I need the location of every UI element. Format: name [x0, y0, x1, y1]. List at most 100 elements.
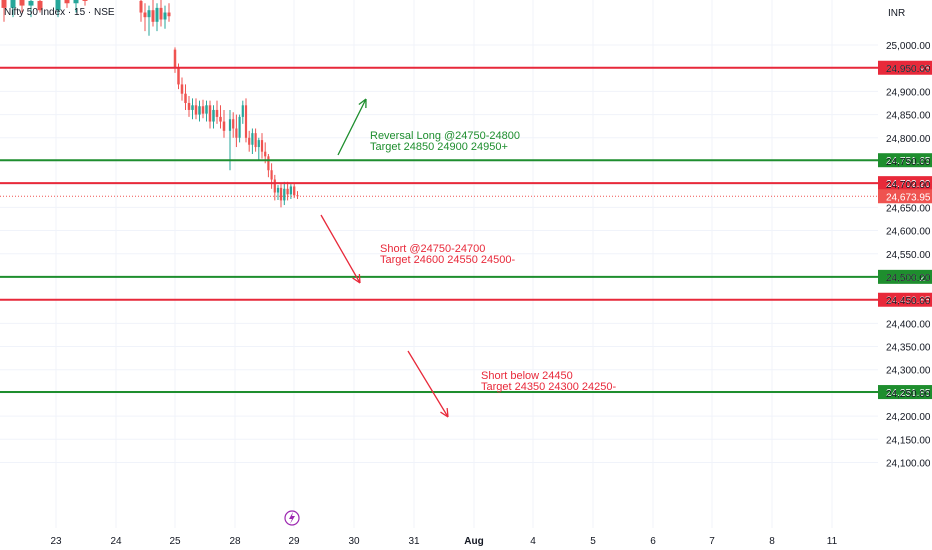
price-tick-label: 24,600.00 — [886, 227, 931, 238]
candle-body — [163, 12, 167, 20]
candle-body — [177, 68, 180, 85]
candle-body — [235, 128, 238, 138]
candle-body — [147, 10, 151, 18]
arrow-head — [358, 273, 361, 284]
annotation-line-1: Reversal Long @24750-24800 — [370, 130, 520, 142]
level-price-label: 24,751.65 — [886, 156, 931, 167]
candle-body — [64, 0, 70, 4]
time-tick-label: Aug — [464, 536, 483, 547]
price-tick-label: 24,500.00 — [886, 273, 931, 284]
candle-body — [55, 0, 61, 11]
price-axis[interactable]: 25,000.00 24,950.00 24,900.00 24,850.00 24,8… — [886, 41, 931, 470]
candle-body — [180, 84, 184, 94]
price-tick-label: 24,150.00 — [886, 435, 931, 446]
level-price-label: 24,950.95 — [886, 64, 931, 75]
price-tick-label: 24,550.00 — [886, 250, 931, 261]
level-price-tag — [878, 176, 932, 191]
candle-body — [82, 0, 88, 1]
candles-layer — [1, 0, 299, 208]
level-price-label: 24,251.85 — [886, 388, 931, 399]
level-price-tag — [878, 385, 932, 400]
candle-body — [167, 12, 171, 17]
candle-body — [286, 188, 289, 195]
candle-body — [219, 116, 222, 122]
level-price-tag — [878, 292, 932, 307]
candle-body — [151, 10, 155, 22]
time-axis[interactable]: 23 24 25 28 29 30 31 Aug 4 5 6 7 8 11 — [50, 536, 837, 547]
level-price-tag — [878, 269, 932, 284]
chart-title: Nifty 50 Index · 15 · NSE — [4, 7, 115, 18]
time-tick-label: 7 — [709, 536, 715, 547]
time-tick-label: 4 — [530, 536, 536, 547]
candle-body — [139, 0, 143, 13]
candle-body — [1, 0, 7, 8]
candle-body — [260, 140, 264, 152]
candle-body — [191, 105, 194, 110]
time-tick-label: 23 — [50, 536, 62, 547]
candle-body — [28, 0, 34, 6]
price-tick-label: 24,200.00 — [886, 412, 931, 423]
candle-body — [264, 151, 267, 157]
candle-body — [251, 133, 254, 145]
annotation-line-2: Target 24600 24550 24500- — [380, 254, 516, 266]
time-tick-label: 31 — [408, 536, 420, 547]
candle-body — [244, 105, 248, 138]
candle-body — [187, 102, 191, 110]
level-price-label: 24,450.85 — [886, 296, 931, 307]
candle-body — [228, 119, 232, 131]
candle-body — [238, 116, 241, 138]
candle-body — [241, 105, 244, 117]
price-tick-label: 24,350.00 — [886, 343, 931, 354]
candle-body — [248, 137, 251, 145]
time-tick-label: 25 — [169, 536, 181, 547]
candle-body — [212, 109, 215, 122]
candle-body — [222, 121, 226, 131]
candle-body — [19, 0, 25, 6]
time-tick-label: 28 — [229, 536, 241, 547]
candle-body — [173, 49, 177, 69]
last-price-label: 24,673.95 — [886, 192, 931, 203]
candle-body — [201, 106, 205, 114]
price-tick-label: 24,450.00 — [886, 296, 931, 307]
candle-body — [215, 109, 219, 117]
candle-body — [198, 106, 201, 115]
candle-body — [194, 105, 198, 115]
candle-body — [73, 0, 79, 4]
annotation-line-2: Target 24350 24300 24250- — [481, 381, 617, 393]
arrow-down-icon — [407, 350, 449, 418]
candle-body — [276, 187, 280, 193]
time-tick-label: 30 — [348, 536, 360, 547]
price-tick-label: 24,300.00 — [886, 366, 931, 377]
candle-body — [254, 133, 257, 148]
price-tick-label: 24,250.00 — [886, 389, 931, 400]
level-price-tag — [878, 153, 932, 168]
last-price-tag — [878, 189, 932, 204]
arrow-down-icon — [320, 214, 361, 284]
candle-body — [208, 105, 212, 122]
arrow-head — [440, 411, 449, 418]
price-tick-label: 24,400.00 — [886, 319, 931, 330]
time-tick-label: 24 — [110, 536, 122, 547]
candle-body — [267, 156, 270, 171]
candle-body — [257, 140, 260, 148]
candle-body — [279, 187, 283, 201]
level-price-label: 24,500.20 — [886, 273, 931, 284]
price-tick-label: 24,650.00 — [886, 203, 931, 214]
arrow-up-icon — [337, 98, 367, 156]
price-tick-label: 24,100.00 — [886, 459, 931, 470]
candle-body — [184, 93, 187, 103]
price-tick-label: 25,000.00 — [886, 41, 931, 52]
time-tick-label: 8 — [769, 536, 775, 547]
event-marker[interactable] — [284, 510, 300, 526]
price-tick-label: 24,850.00 — [886, 111, 931, 122]
candle-body — [273, 179, 276, 193]
level-price-label: 24,702.20 — [886, 179, 931, 190]
time-tick-label: 6 — [650, 536, 656, 547]
candle-body — [155, 7, 159, 22]
price-tick-label: 24,800.00 — [886, 134, 931, 145]
price-tick-label: 24,750.00 — [886, 157, 931, 168]
currency-label[interactable]: INR — [888, 8, 906, 19]
price-tick-label: 24,950.00 — [886, 64, 931, 75]
